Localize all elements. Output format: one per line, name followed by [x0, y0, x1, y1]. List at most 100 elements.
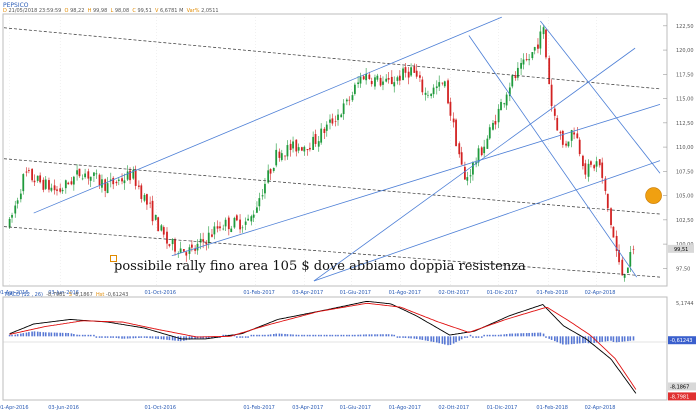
candle-body	[362, 76, 365, 80]
candle-body	[548, 58, 551, 85]
var-value: 2,0511	[201, 8, 219, 14]
histogram-bar	[213, 336, 216, 338]
histogram-bar	[112, 336, 114, 338]
price-tick-label: 97,50	[676, 266, 690, 272]
histogram-bar	[573, 336, 575, 344]
histogram-bar	[419, 336, 421, 340]
histogram-bar	[435, 336, 438, 343]
candle-body	[385, 78, 388, 82]
x-tick-label-macd: 01-Dic-2017	[487, 405, 518, 411]
histogram-bar	[396, 336, 399, 338]
candle-body	[134, 170, 137, 186]
histogram-bar	[601, 336, 603, 342]
histogram-bar	[236, 336, 238, 338]
candle-body	[112, 177, 115, 185]
histogram-bar	[106, 336, 109, 338]
histogram-bar	[503, 334, 506, 337]
candle-body	[297, 147, 300, 151]
histogram-bar	[354, 334, 356, 337]
histogram-bar	[286, 334, 289, 337]
histogram-bar	[138, 336, 140, 338]
candle-body	[545, 29, 547, 58]
candle-body	[374, 77, 376, 87]
candle-body	[149, 202, 152, 204]
candle-body	[235, 215, 238, 221]
candle-body	[472, 162, 474, 175]
candle-body	[370, 80, 373, 85]
candle-body	[196, 243, 199, 251]
candle-body	[601, 162, 604, 178]
histogram-bar	[31, 331, 33, 337]
candle-body	[359, 76, 362, 84]
candle-body	[81, 178, 84, 180]
histogram-bar	[224, 334, 227, 337]
candle-body	[106, 183, 109, 194]
candle-body	[449, 101, 452, 116]
histogram-bar	[53, 332, 56, 337]
candle-body	[247, 218, 249, 221]
candle-body	[320, 128, 323, 143]
histogram-bar	[81, 334, 84, 337]
histogram-bar	[612, 336, 615, 342]
histogram-bar	[346, 334, 348, 337]
candle-body	[497, 108, 500, 123]
candle-body	[342, 103, 345, 115]
histogram-bar	[109, 336, 112, 338]
macd-params: (12 , 26)	[21, 292, 43, 298]
histogram-bar	[314, 334, 317, 337]
price-tick-label: 102,50	[676, 218, 694, 224]
candle-body	[407, 71, 410, 78]
candle-body	[11, 214, 13, 218]
candle-body	[415, 70, 418, 77]
histogram-bar	[511, 333, 514, 337]
histogram-bar	[325, 334, 328, 337]
last-price-label: 99,51	[674, 247, 688, 253]
candle-body	[559, 131, 562, 134]
candle-body	[576, 133, 579, 139]
price-tick-label: 122,50	[676, 24, 694, 30]
histogram-bar	[576, 336, 579, 344]
candle-body	[606, 193, 609, 209]
candle-body	[104, 179, 107, 191]
candle-body	[264, 183, 266, 194]
candle-body	[393, 82, 396, 87]
x-tick-label: 02-Ott-2017	[438, 290, 469, 296]
last-price-box	[668, 244, 694, 253]
histogram-bar	[334, 334, 337, 337]
candle-body	[531, 52, 534, 59]
histogram-bar	[505, 334, 508, 337]
histogram-bar	[289, 334, 292, 337]
candlestick-series	[8, 24, 635, 282]
histogram-bar	[61, 332, 64, 337]
histogram-bar	[348, 334, 351, 337]
blue-channel-line	[313, 160, 661, 282]
histogram-bar	[466, 336, 469, 338]
candle-body	[286, 145, 289, 157]
histogram-bar	[264, 334, 266, 337]
candle-body	[410, 67, 412, 76]
candle-body	[348, 99, 351, 101]
histogram-bar	[578, 336, 581, 344]
candle-body	[70, 181, 73, 185]
histogram-bar	[160, 336, 163, 340]
price-tick-label: 110,00	[676, 145, 694, 151]
histogram-bar	[202, 336, 204, 339]
candle-body	[166, 231, 168, 244]
histogram-bar	[464, 336, 466, 338]
candle-body	[503, 103, 506, 105]
date-value: 21/05/2018	[8, 8, 38, 14]
candle-body	[402, 68, 404, 81]
candle-body	[480, 147, 483, 156]
candle-body	[542, 27, 545, 35]
histogram-bar	[154, 336, 157, 339]
histogram-bar	[174, 336, 176, 341]
histogram-bar	[185, 336, 188, 341]
histogram-bar	[548, 336, 550, 339]
candle-body	[278, 151, 281, 158]
x-tick-label-macd: 03-Jun-2016	[48, 405, 79, 411]
histogram-bar	[604, 336, 607, 342]
histogram-bar	[331, 334, 334, 337]
histogram-bar	[295, 334, 298, 337]
histogram-bar	[590, 336, 592, 344]
histogram-bar	[421, 336, 424, 340]
